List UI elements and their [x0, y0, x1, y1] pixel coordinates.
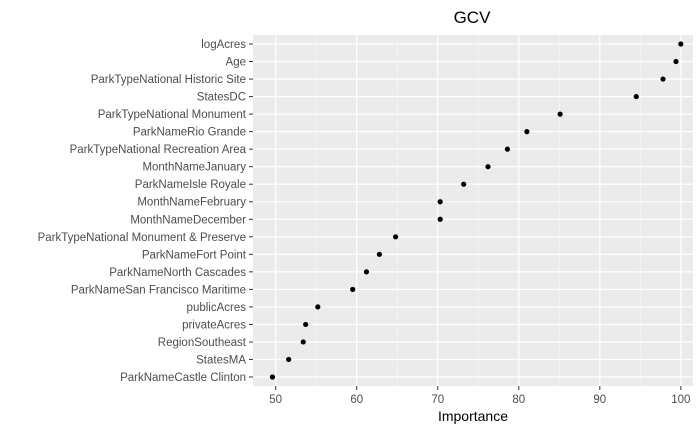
data-points: [269, 41, 684, 380]
data-point: [504, 146, 511, 152]
y-tick-label: RegionSoutheast: [158, 337, 247, 349]
data-point: [524, 129, 530, 135]
data-point: [300, 339, 306, 345]
data-point: [461, 181, 467, 187]
y-tick-label: ParkNameSan Francisco Maritime: [71, 284, 246, 296]
y-tick-label: Age: [226, 57, 246, 69]
y-tick-label: ParkTypeNational Historic Site: [91, 74, 246, 86]
data-point: [303, 321, 309, 328]
y-tick-label: ParkNameCastle Clinton: [120, 372, 246, 384]
x-tick-label-50: 50: [269, 394, 282, 406]
y-tick-label: publicAcres: [187, 302, 247, 314]
data-point: [393, 234, 399, 240]
x-axis-label: Importance: [438, 408, 508, 424]
y-tick-label: ParkNameIsle Royale: [135, 179, 246, 191]
x-tick-label-100: 100: [671, 394, 690, 406]
y-axis: logAcres Age ParkTypeNational Historic Sit…: [38, 39, 253, 384]
data-point: [673, 58, 679, 65]
data-point: [269, 374, 276, 380]
y-tick-label: MonthNameDecember: [130, 214, 246, 226]
y-tick-label: ParkTypeNational Monument & Preserve: [38, 232, 246, 244]
y-tick-label: logAcres: [201, 39, 246, 51]
data-point: [633, 93, 639, 100]
data-point: [363, 269, 370, 275]
data-point: [660, 76, 666, 82]
y-tick-label: ParkTypeNational Monument: [98, 109, 247, 121]
data-point: [678, 41, 684, 47]
y-tick-label: privateAcres: [182, 319, 246, 331]
y-tick-label: ParkTypeNational Recreation Area: [70, 144, 247, 156]
data-point: [485, 164, 491, 170]
data-point: [376, 251, 383, 257]
y-tick-label: StatesMA: [196, 354, 246, 366]
x-tick-label-70: 70: [431, 394, 444, 406]
y-tick-label: ParkNameFort Point: [142, 249, 247, 261]
y-tick-label: ParkNameNorth Cascades: [109, 267, 246, 279]
minor-gridlines: [315, 35, 641, 386]
major-gridlines: [253, 35, 693, 386]
x-tick-label-90: 90: [593, 394, 606, 406]
data-point: [557, 111, 563, 117]
x-axis: 50 60 70 80 90 100: [269, 386, 690, 406]
x-tick-label-80: 80: [512, 394, 525, 406]
data-point: [350, 286, 356, 292]
y-tick-label: MonthNameFebruary: [137, 197, 246, 209]
chart-title: GCV: [454, 8, 492, 27]
plot-panel: [253, 35, 693, 386]
y-tick-label: ParkNameRio Grande: [133, 127, 246, 139]
y-tick-label: StatesDC: [197, 92, 246, 104]
data-point: [437, 216, 443, 222]
y-tick-label: MonthNameJanuary: [142, 162, 246, 174]
x-tick-label-60: 60: [350, 394, 363, 406]
data-point: [286, 356, 292, 363]
data-point: [437, 199, 443, 205]
data-point: [315, 304, 321, 310]
